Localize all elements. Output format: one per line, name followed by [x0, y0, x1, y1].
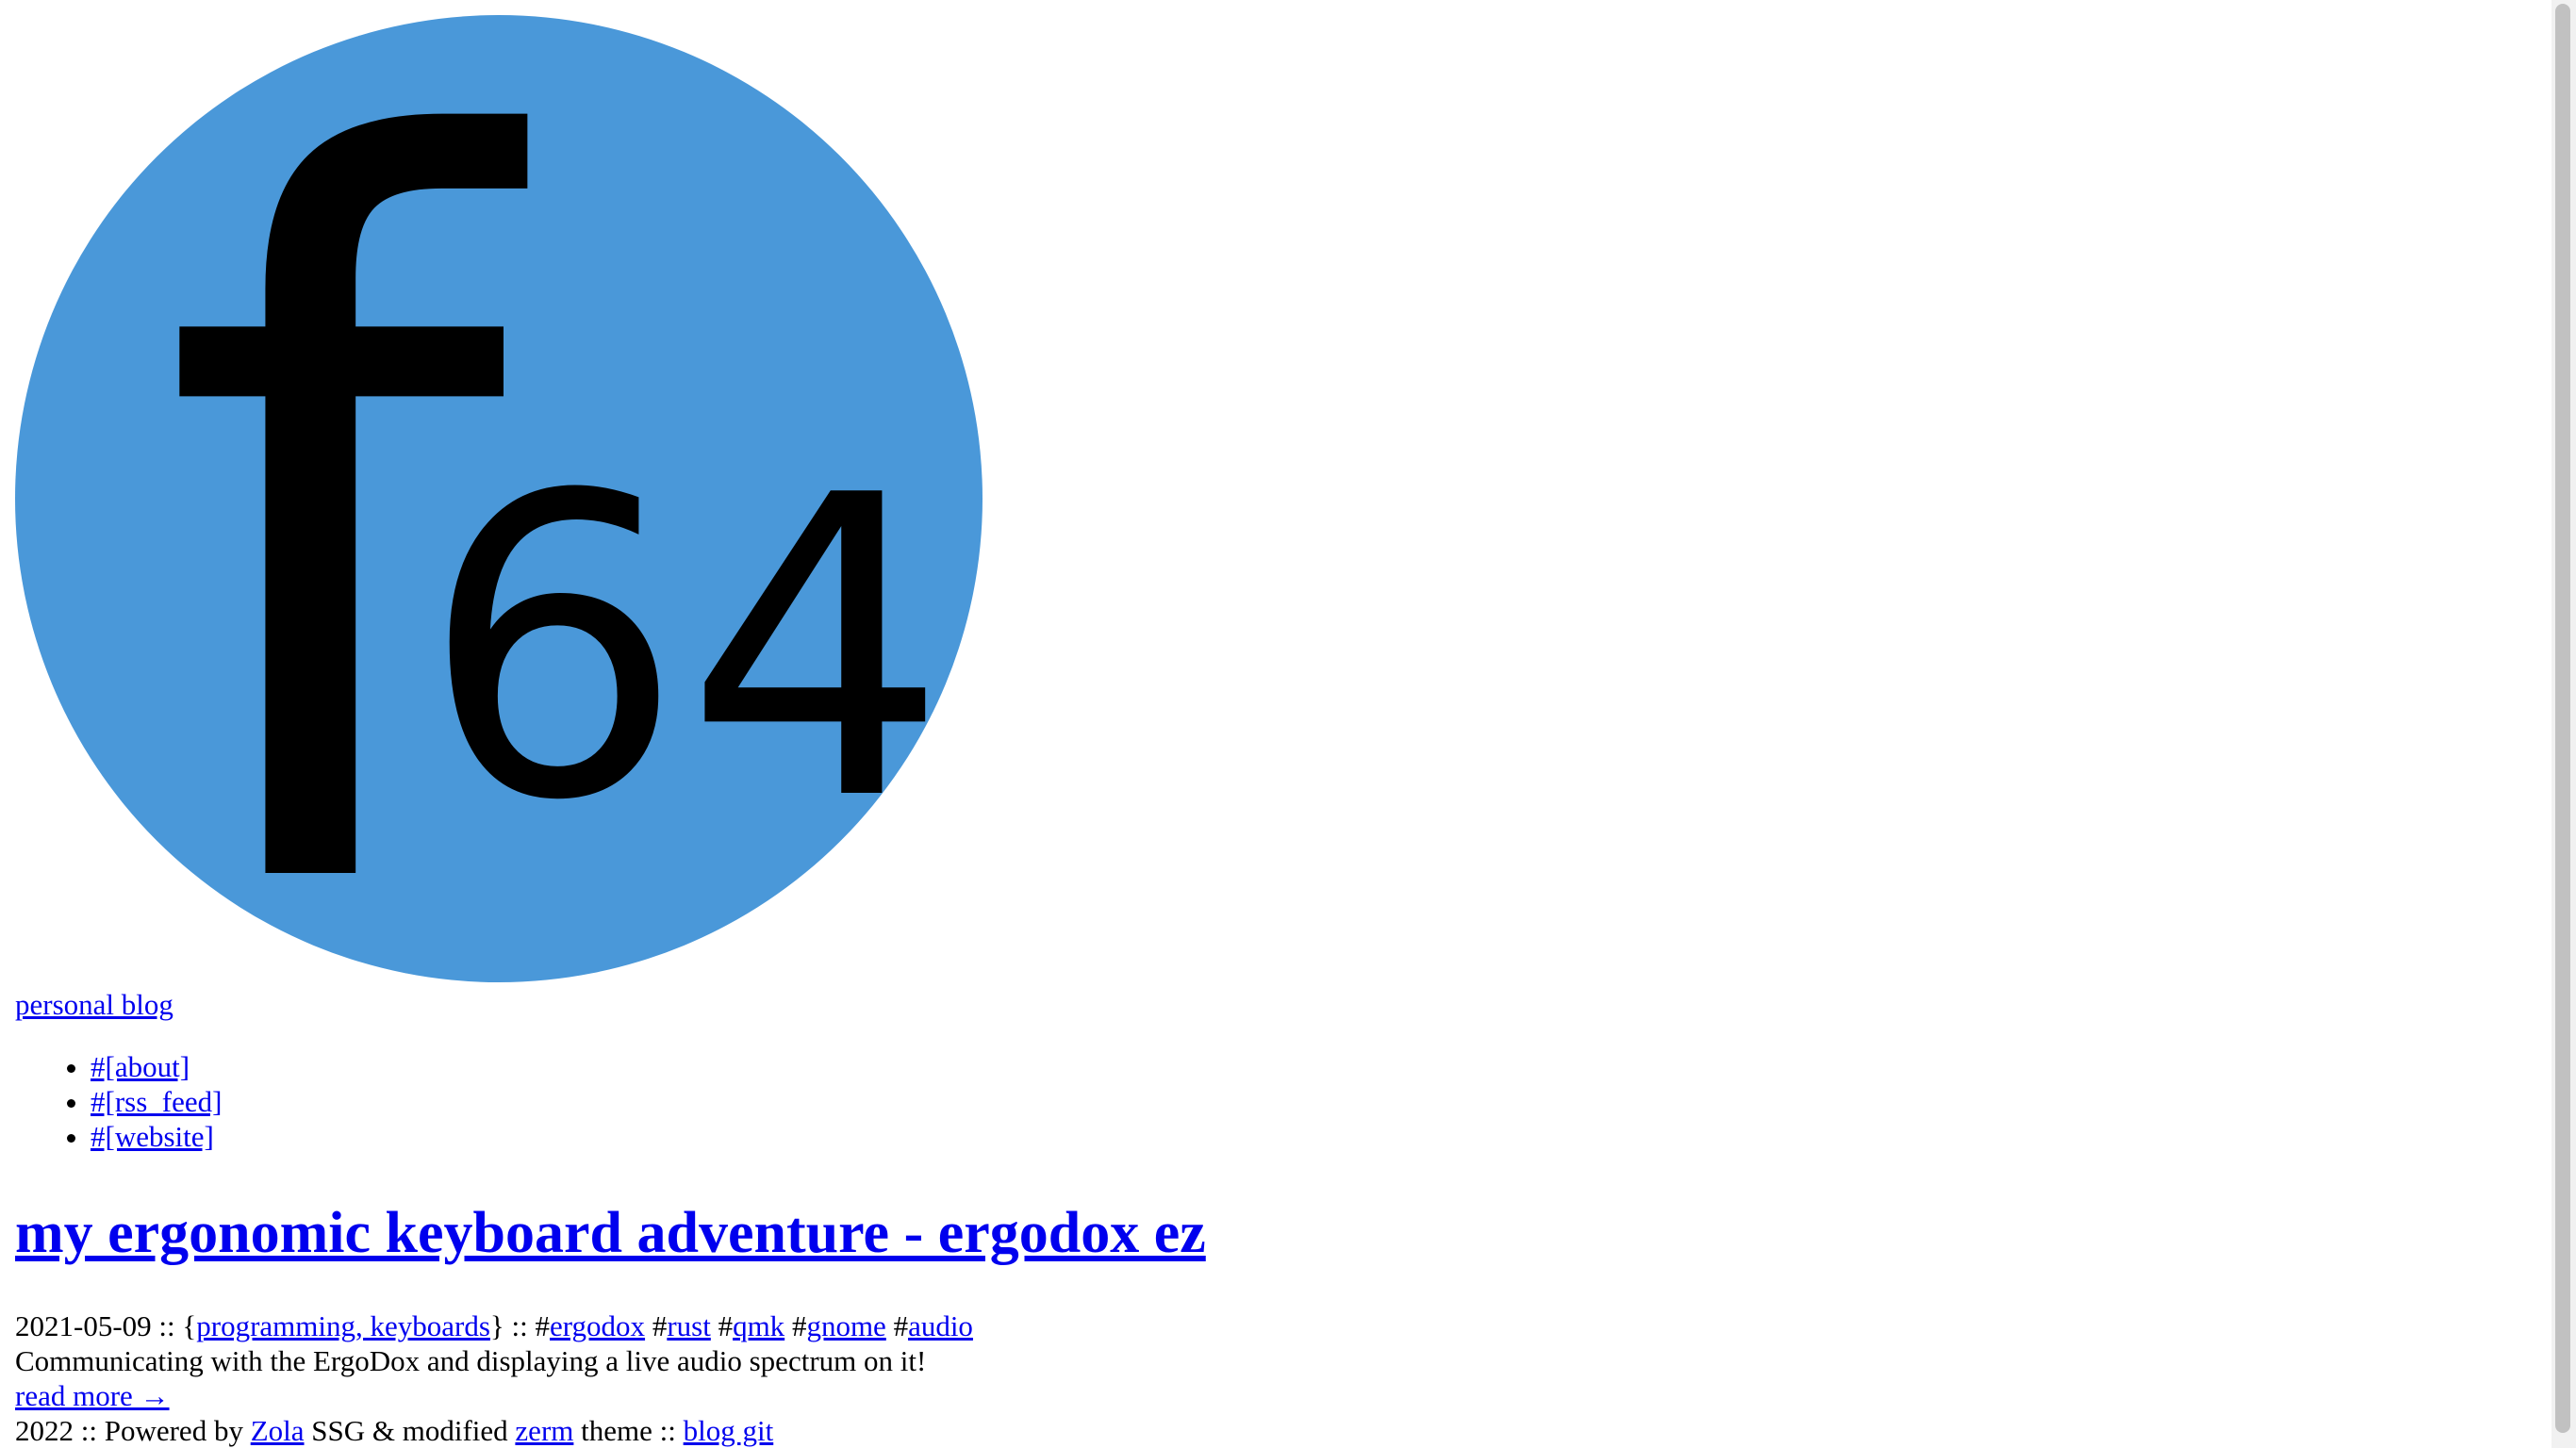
footer-year: 2022: [15, 1414, 74, 1447]
tag-hash: #: [893, 1309, 909, 1342]
post-meta: 2021-05-09 :: {programming, keyboards} :…: [15, 1308, 973, 1343]
read-more-link[interactable]: read more →: [15, 1379, 170, 1412]
nav-item-rss-feed: #[rss_feed]: [91, 1084, 222, 1119]
category-separator[interactable]: ,: [355, 1309, 371, 1342]
logo-circle: [15, 15, 983, 982]
tag-link-audio[interactable]: audio: [908, 1309, 973, 1342]
logo-letter-f: f: [157, 15, 532, 982]
blog-name-link[interactable]: personal blog: [15, 988, 173, 1021]
blog-git-link[interactable]: blog git: [683, 1414, 774, 1447]
nav-item-website: #[website]: [91, 1119, 222, 1154]
tag-hash: #: [718, 1309, 734, 1342]
logo-number-64: 64: [421, 408, 949, 891]
tag-hash: #: [535, 1309, 551, 1342]
tag-link-qmk[interactable]: qmk: [733, 1309, 785, 1342]
meta-separator: :: {: [151, 1309, 197, 1342]
post-title-link[interactable]: my ergonomic keyboard adventure - ergodo…: [15, 1201, 1206, 1265]
category-link-keyboards[interactable]: keyboards: [370, 1309, 490, 1342]
post-title: my ergonomic keyboard adventure - ergodo…: [15, 1195, 1206, 1271]
main-nav: #[about] #[rss_feed] #[website]: [45, 1049, 222, 1154]
tag-link-gnome[interactable]: gnome: [806, 1309, 886, 1342]
footer-text: :: Powered by: [74, 1414, 251, 1447]
tag-hash: #: [791, 1309, 807, 1342]
nav-link-about[interactable]: #[about]: [91, 1050, 190, 1083]
meta-separator: } ::: [489, 1309, 536, 1342]
footer-text: SSG & modified: [304, 1414, 516, 1447]
tag-link-rust[interactable]: rust: [667, 1309, 711, 1342]
footer-text: theme ::: [573, 1414, 684, 1447]
post-date: 2021-05-09: [15, 1309, 152, 1342]
footer: 2022 :: Powered by Zola SSG & modified z…: [15, 1413, 773, 1448]
nav-link-website[interactable]: #[website]: [91, 1120, 214, 1153]
scrollbar-thumb[interactable]: [2555, 4, 2570, 1433]
f64-logo: f 64: [15, 15, 983, 982]
tag-hash: #: [652, 1309, 668, 1342]
post-summary: Communicating with the ErgoDox and displ…: [15, 1344, 927, 1377]
zola-link[interactable]: Zola: [250, 1414, 305, 1447]
tag-link-ergodox[interactable]: ergodox: [550, 1309, 646, 1342]
zerm-link[interactable]: zerm: [515, 1414, 574, 1447]
category-link-programming[interactable]: programming: [196, 1309, 356, 1342]
nav-item-about: #[about]: [91, 1049, 222, 1084]
nav-link-rss-feed[interactable]: #[rss_feed]: [91, 1085, 223, 1118]
